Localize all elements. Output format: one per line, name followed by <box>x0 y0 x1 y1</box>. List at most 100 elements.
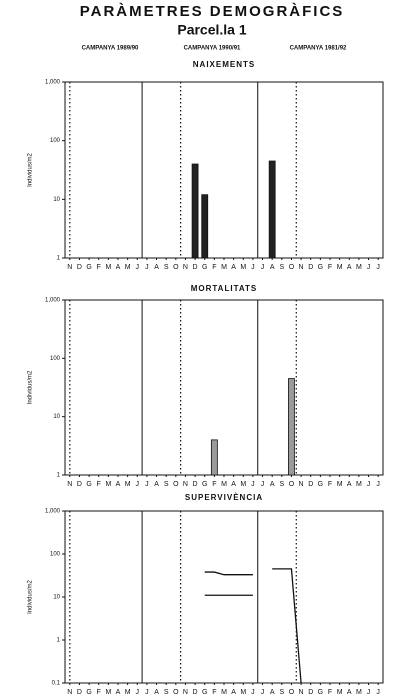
y-tick-label: 1,000 <box>45 509 61 515</box>
x-tick-label: F <box>328 689 332 696</box>
x-tick-label: O <box>173 481 179 488</box>
plot-frame <box>64 510 384 684</box>
panel-title: MORTALITATS <box>191 284 258 293</box>
x-tick-label: S <box>279 264 284 271</box>
y-tick-label: 10 <box>53 595 60 601</box>
x-tick-label: F <box>212 481 216 488</box>
bar <box>191 163 199 259</box>
x-tick-label: D <box>308 481 313 488</box>
x-tick-label: D <box>77 689 82 696</box>
y-tick-label: 1,000 <box>45 298 61 304</box>
x-tick-label: J <box>261 481 265 488</box>
x-tick-label: F <box>212 689 216 696</box>
x-tick-label: J <box>145 481 149 488</box>
x-tick-label: J <box>376 689 380 696</box>
x-tick-label: O <box>289 481 295 488</box>
x-tick-label: F <box>212 264 216 271</box>
x-tick-label: M <box>125 264 131 271</box>
x-tick-label: M <box>240 481 246 488</box>
x-tick-label: G <box>318 481 323 488</box>
x-tick-label: F <box>97 264 101 271</box>
bar <box>201 194 209 259</box>
x-tick-label: D <box>193 689 198 696</box>
x-tick-label: S <box>164 481 169 488</box>
x-tick-label: N <box>67 689 72 696</box>
x-tick-label: O <box>173 689 179 696</box>
y-tick-label: 10 <box>53 414 60 420</box>
x-tick-label: D <box>77 264 82 271</box>
x-tick-label: J <box>367 264 371 271</box>
x-tick-label: M <box>337 264 343 271</box>
x-tick-label: G <box>86 481 91 488</box>
x-tick-label: A <box>154 689 159 696</box>
x-tick-label: D <box>77 481 82 488</box>
x-tick-label: O <box>289 689 295 696</box>
x-tick-label: G <box>86 264 91 271</box>
page-title: PARÀMETRES DEMOGRÀFICS <box>80 3 345 20</box>
x-tick-label: F <box>97 689 101 696</box>
x-tick-label: J <box>367 481 371 488</box>
x-tick-label: J <box>251 264 255 271</box>
x-tick-label: M <box>105 481 111 488</box>
panel-title: SUPERVIVÈNCIA <box>185 493 263 502</box>
x-tick-label: A <box>116 481 121 488</box>
bar <box>268 160 276 259</box>
x-tick-label: D <box>193 481 198 488</box>
line <box>272 568 302 684</box>
x-tick-label: A <box>231 689 236 696</box>
x-tick-label: M <box>337 689 343 696</box>
x-tick-label: N <box>299 264 304 271</box>
x-tick-label: G <box>86 689 91 696</box>
x-tick-label: N <box>183 481 188 488</box>
x-tick-label: N <box>183 689 188 696</box>
x-tick-label: S <box>164 264 169 271</box>
x-tick-label: J <box>376 264 380 271</box>
x-tick-label: M <box>105 264 111 271</box>
x-tick-label: A <box>347 481 352 488</box>
x-tick-label: J <box>145 264 149 271</box>
x-tick-label: A <box>154 264 159 271</box>
x-tick-label: O <box>173 264 179 271</box>
y-axis-label: Individus/m2 <box>28 370 34 404</box>
x-tick-label: A <box>116 689 121 696</box>
x-tick-label: N <box>183 264 188 271</box>
x-tick-label: J <box>261 264 265 271</box>
x-tick-label: M <box>221 481 227 488</box>
x-tick-label: M <box>337 481 343 488</box>
x-tick-label: A <box>116 264 121 271</box>
x-tick-label: M <box>125 689 131 696</box>
x-tick-label: G <box>202 264 207 271</box>
x-tick-label: A <box>231 264 236 271</box>
campaign-label: CAMPANYA 1990/91 <box>184 46 241 52</box>
x-tick-label: S <box>164 689 169 696</box>
x-tick-label: M <box>221 264 227 271</box>
x-tick-label: M <box>221 689 227 696</box>
x-tick-label: D <box>308 689 313 696</box>
x-tick-label: N <box>299 689 304 696</box>
x-tick-label: J <box>261 689 265 696</box>
campaign-label: CAMPANYA 1981/92 <box>290 46 347 52</box>
x-tick-label: J <box>136 264 140 271</box>
x-tick-label: D <box>193 264 198 271</box>
y-tick-label: 1,000 <box>45 80 61 86</box>
x-tick-label: N <box>67 481 72 488</box>
line <box>204 571 253 576</box>
x-tick-label: A <box>231 481 236 488</box>
x-tick-label: M <box>356 481 362 488</box>
x-tick-label: M <box>240 264 246 271</box>
x-tick-label: S <box>279 689 284 696</box>
y-axis-label: Individus/m2 <box>28 152 34 186</box>
bar <box>210 439 218 476</box>
x-tick-label: A <box>347 264 352 271</box>
x-tick-label: M <box>240 689 246 696</box>
y-tick-label: 100 <box>50 356 61 362</box>
page-subtitle: Parcel.la 1 <box>177 22 246 38</box>
x-tick-label: G <box>202 481 207 488</box>
bar <box>288 378 295 476</box>
x-tick-label: S <box>279 481 284 488</box>
x-tick-label: D <box>308 264 313 271</box>
x-tick-label: O <box>289 264 295 271</box>
x-tick-label: A <box>154 481 159 488</box>
x-tick-label: J <box>251 481 255 488</box>
x-tick-label: J <box>136 481 140 488</box>
